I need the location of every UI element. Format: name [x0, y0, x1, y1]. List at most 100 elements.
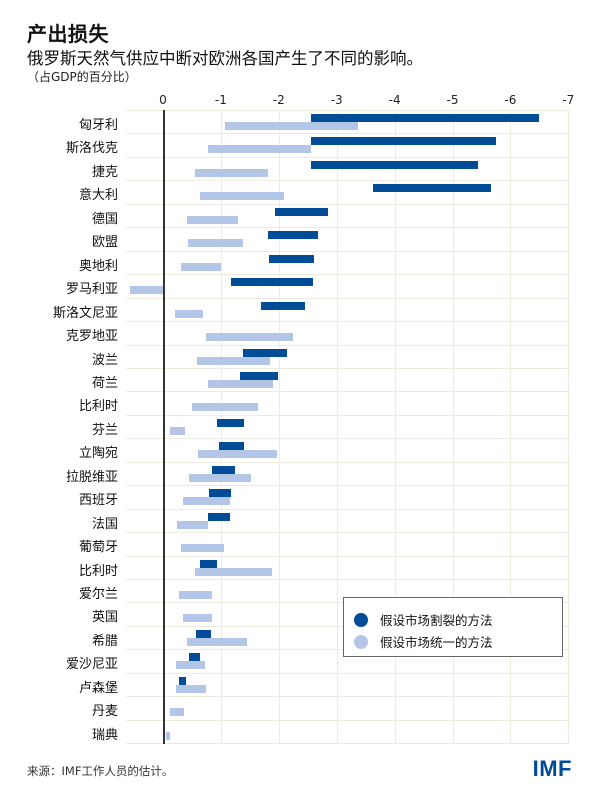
legend-dot-dark-icon: [354, 612, 368, 627]
legend: 假设市场割裂的方法 假设市场统一的方法: [343, 597, 563, 657]
unit-note: （占GDP的百分比）: [27, 70, 137, 84]
bar-integrated: [129, 286, 163, 295]
gridline-horizontal: [126, 367, 568, 369]
gridline-horizontal: [126, 180, 568, 182]
bar-fragmented: [208, 512, 231, 521]
gridline-horizontal: [126, 297, 568, 299]
bar-integrated: [208, 379, 273, 388]
bar-integrated: [186, 215, 239, 224]
country-label: 荷兰: [91, 375, 118, 391]
gridline-horizontal: [126, 532, 568, 534]
gridline-horizontal: [126, 133, 568, 135]
x-tick-label: -6: [504, 93, 517, 107]
gridline-horizontal: [126, 579, 568, 580]
gridline-horizontal: [126, 696, 568, 698]
bar-fragmented: [310, 114, 540, 122]
country-label: 克罗地亚: [65, 329, 118, 345]
bar-fragmented: [179, 676, 187, 685]
gridline-horizontal: [126, 274, 568, 276]
x-tick-label: -4: [388, 93, 401, 107]
gridline-horizontal: [126, 203, 568, 205]
imf-logo: IMF: [532, 756, 572, 781]
bar-integrated: [169, 426, 185, 435]
bar-integrated: [165, 731, 170, 740]
bar-integrated: [183, 497, 231, 506]
bar-integrated: [200, 192, 284, 201]
chart-subtitle: 俄罗斯天然气供应中断对欧洲各国产生了不同的影响。: [27, 49, 423, 68]
gridline-vertical: [278, 110, 280, 744]
bar-fragmented: [230, 278, 313, 287]
bar-integrated: [191, 403, 258, 412]
bar-integrated: [176, 520, 209, 529]
bar-fragmented: [267, 231, 319, 240]
country-label: 欧盟: [91, 235, 118, 251]
country-label: 捷克: [91, 164, 118, 180]
gridline-horizontal: [126, 391, 568, 393]
x-tick-label: -1: [214, 93, 227, 107]
gridline-horizontal: [126, 485, 568, 487]
bar-integrated: [194, 567, 272, 576]
bar-integrated: [197, 356, 271, 365]
country-label: 爱尔兰: [78, 587, 118, 602]
country-label: 斯洛伐克: [65, 141, 118, 157]
gridline-horizontal: [126, 227, 568, 229]
chart-area: 0 -1 -2 -3 -4 -5 -6 -7 匈牙利 斯洛伐克 捷克 意大利 德国 欧盟 奥地利 罗马利亚斯…: [52, 93, 575, 745]
legend-label: 假设市场统一的方法: [380, 635, 493, 650]
country-label: 比利时: [78, 399, 118, 415]
country-label: 卢森堡: [78, 680, 118, 696]
country-label: 西班牙: [78, 493, 118, 509]
bar-integrated: [183, 614, 213, 623]
bar-integrated: [194, 168, 268, 177]
country-label: 德国: [91, 211, 118, 227]
gridline-horizontal: [126, 438, 568, 440]
bar-integrated: [186, 637, 247, 646]
x-tick-label: -3: [330, 93, 343, 107]
zero-axis-line: [163, 110, 165, 744]
x-tick-label: -7: [562, 93, 575, 107]
bar-fragmented: [216, 418, 245, 427]
bar-integrated: [169, 708, 184, 717]
bar-integrated: [175, 684, 206, 693]
bar-integrated: [180, 262, 221, 271]
plot-area: [126, 110, 570, 745]
country-label: 罗马利亚: [65, 282, 118, 298]
gridline-horizontal: [126, 321, 568, 323]
legend-label: 假设市场割裂的方法: [380, 613, 493, 628]
country-label: 波兰: [91, 352, 118, 368]
x-tick-label: -2: [272, 93, 285, 107]
country-label: 葡萄牙: [78, 540, 118, 556]
country-label: 法国: [91, 516, 118, 532]
bar-integrated: [224, 122, 359, 130]
bar-fragmented: [200, 559, 217, 568]
bar-fragmented: [219, 442, 245, 451]
gridline-vertical: [220, 110, 222, 744]
bar-fragmented: [208, 489, 231, 498]
gridline-vertical: [568, 110, 570, 744]
bar-integrated: [197, 450, 278, 459]
gridline-horizontal: [126, 414, 568, 416]
bar-fragmented: [311, 137, 496, 146]
country-label: 丹麦: [91, 704, 118, 720]
country-label: 瑞典: [91, 727, 118, 743]
country-label: 英国: [91, 610, 118, 626]
bar-integrated: [175, 661, 205, 670]
gridline-horizontal: [126, 461, 568, 463]
bar-fragmented: [260, 301, 305, 310]
bar-fragmented: [311, 160, 478, 169]
gridline-horizontal: [126, 508, 568, 510]
country-label: 拉脱维亚: [65, 469, 118, 485]
bar-fragmented: [373, 184, 491, 193]
bar-fragmented: [212, 465, 235, 474]
gridline-horizontal: [126, 110, 568, 111]
gridline-horizontal: [126, 156, 568, 158]
bar-integrated: [208, 145, 312, 154]
bar-fragmented: [240, 371, 279, 380]
gridline-horizontal: [126, 555, 568, 557]
country-label: 希腊: [91, 633, 118, 649]
bar-fragmented: [274, 207, 328, 216]
country-label: 斯洛文尼亚: [52, 305, 118, 321]
bar-fragmented: [189, 653, 201, 662]
gridline-horizontal: [126, 250, 568, 252]
bar-fragmented: [196, 629, 212, 638]
legend-dot-light-icon: [354, 634, 368, 649]
